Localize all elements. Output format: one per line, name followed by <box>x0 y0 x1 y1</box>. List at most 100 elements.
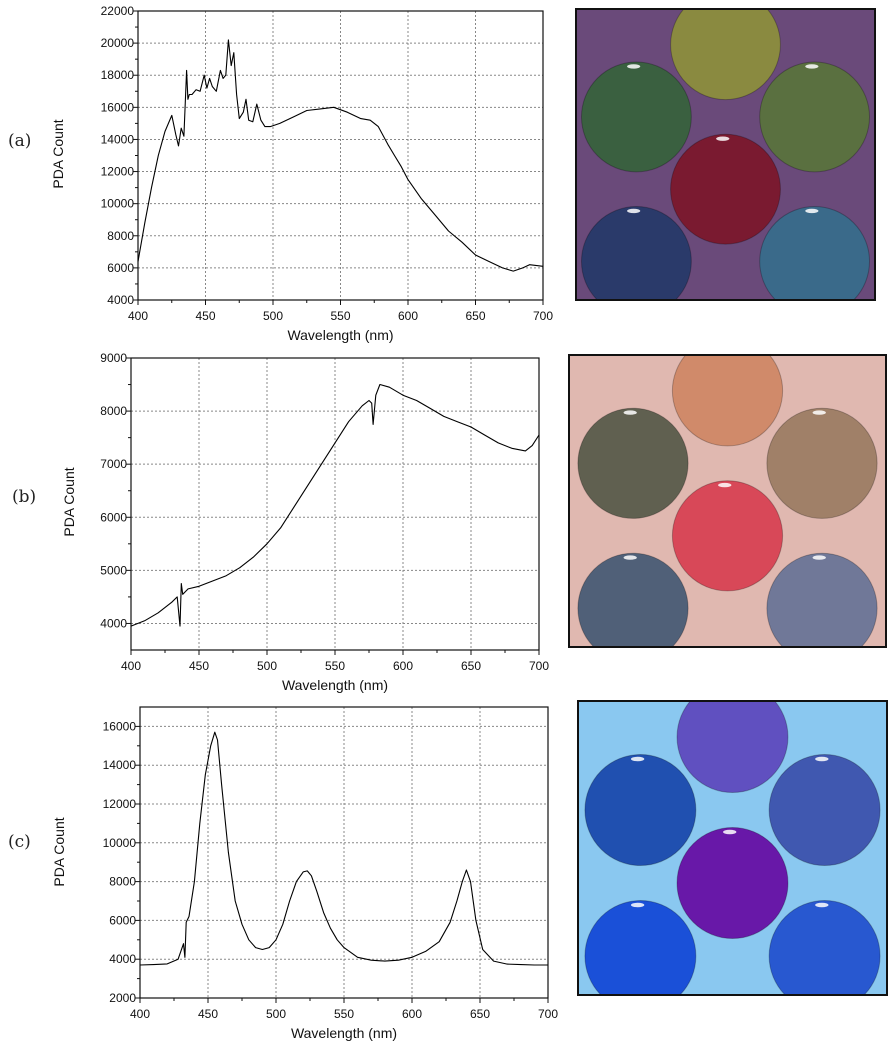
sample-disc <box>759 61 871 173</box>
panel-label-c: (c) <box>8 832 31 852</box>
x-tick-label: 450 <box>195 309 215 323</box>
disc-highlight <box>805 208 819 214</box>
y-tick-label: 4000 <box>109 952 136 966</box>
y-tick-label: 16000 <box>103 719 137 733</box>
y-tick-label: 9000 <box>100 351 127 365</box>
y-tick-label: 10000 <box>101 197 135 211</box>
x-tick-label: 650 <box>461 659 481 673</box>
x-axis-title: Wavelength (nm) <box>282 677 388 693</box>
sample-disc <box>584 900 697 994</box>
y-tick-label: 14000 <box>101 132 135 146</box>
disc-highlight <box>718 482 732 488</box>
spectrum-line <box>139 731 548 966</box>
chart-svg: 400 450 500 550 600 650 700 4000 6000 8000 10000 12… <box>50 4 553 343</box>
spectrum-chart-a: 400 450 500 550 600 650 700 4000 6000 8000 10000 12… <box>0 0 560 345</box>
disc-highlight <box>630 756 645 762</box>
sample-disc <box>577 552 689 646</box>
sample-disc <box>766 407 878 519</box>
sample-disc <box>577 407 689 519</box>
plot-frame <box>139 706 549 999</box>
disc-highlight <box>630 902 645 908</box>
y-tick-label: 6000 <box>100 510 127 524</box>
sample-disc <box>676 702 789 794</box>
y-axis-title: PDA Count <box>61 467 77 536</box>
photo-svg <box>577 10 874 299</box>
y-tick-label: 20000 <box>101 36 135 50</box>
disc-highlight <box>815 902 829 908</box>
sample-photo-a <box>575 8 876 301</box>
disc-highlight <box>627 208 641 214</box>
chart-svg: 400 450 500 550 600 650 700 4000 5000 6000 7000 800… <box>61 351 549 693</box>
x-tick-label: 500 <box>266 1007 286 1021</box>
y-tick-label: 10000 <box>103 836 137 850</box>
y-tick-label: 8000 <box>100 404 127 418</box>
y-tick-label: 6000 <box>107 261 134 275</box>
photo-svg <box>570 356 885 646</box>
y-tick-label: 16000 <box>101 100 135 114</box>
x-tick-label: 700 <box>538 1007 558 1021</box>
y-tick-label: 7000 <box>100 457 127 471</box>
sample-disc <box>671 480 784 592</box>
y-tick-label: 22000 <box>101 4 135 18</box>
x-tick-label: 450 <box>189 659 209 673</box>
disc-highlight <box>627 64 641 69</box>
disc-highlight <box>812 555 826 560</box>
panel-label-b: (b) <box>12 487 37 507</box>
sample-disc <box>766 552 878 646</box>
y-tick-label: 2000 <box>109 991 136 1005</box>
x-tick-label: 550 <box>330 309 350 323</box>
y-tick-label: 12000 <box>101 165 135 179</box>
spectrum-chart-c: 400 450 500 550 600 650 700 2000 4000 6000 8000 100… <box>0 700 560 1044</box>
x-axis-title: Wavelength (nm) <box>287 327 393 343</box>
disc-highlight <box>805 64 819 69</box>
x-tick-label: 400 <box>128 309 148 323</box>
x-tick-label: 600 <box>398 309 418 323</box>
x-tick-label: 600 <box>402 1007 422 1021</box>
y-tick-label: 14000 <box>103 758 137 772</box>
sample-disc <box>759 206 870 299</box>
sample-photo-b <box>568 354 887 648</box>
sample-photo-c <box>577 700 888 996</box>
sample-disc <box>768 754 881 867</box>
spectrum-chart-b: 400 450 500 550 600 650 700 4000 5000 6000 7000 800… <box>0 348 560 698</box>
sample-disc <box>676 827 789 940</box>
y-axis-title: PDA Count <box>50 119 66 188</box>
x-tick-label: 500 <box>263 309 283 323</box>
chart-svg: 400 450 500 550 600 650 700 2000 4000 6000 8000 100… <box>51 706 558 1041</box>
spectrum-line <box>137 39 544 272</box>
x-tick-label: 600 <box>393 659 413 673</box>
sample-disc <box>768 900 881 994</box>
disc-highlight <box>815 756 829 762</box>
x-tick-label: 550 <box>325 659 345 673</box>
disc-highlight <box>812 410 826 415</box>
y-tick-label: 4000 <box>107 293 134 307</box>
x-tick-label: 400 <box>121 659 141 673</box>
disc-highlight <box>723 829 737 835</box>
spectrum-line <box>130 383 540 627</box>
y-tick-label: 8000 <box>109 875 136 889</box>
disc-highlight <box>716 136 730 141</box>
x-tick-label: 650 <box>470 1007 490 1021</box>
sample-disc <box>671 356 784 447</box>
plot-frame <box>130 357 540 651</box>
x-axis-title: Wavelength (nm) <box>291 1025 397 1041</box>
sample-disc <box>670 10 781 101</box>
sample-disc <box>580 61 692 173</box>
y-tick-label: 4000 <box>100 616 127 630</box>
x-tick-label: 700 <box>529 659 549 673</box>
sample-disc <box>670 133 781 245</box>
y-tick-label: 12000 <box>103 797 137 811</box>
photo-svg <box>579 702 886 994</box>
disc-highlight <box>623 410 637 415</box>
x-tick-label: 650 <box>465 309 485 323</box>
y-tick-label: 8000 <box>107 229 134 243</box>
disc-highlight <box>623 555 637 560</box>
y-tick-label: 18000 <box>101 68 135 82</box>
x-tick-label: 400 <box>130 1007 150 1021</box>
x-tick-label: 700 <box>533 309 553 323</box>
sample-disc <box>584 754 697 867</box>
x-tick-label: 450 <box>198 1007 218 1021</box>
x-tick-label: 500 <box>257 659 277 673</box>
x-tick-label: 550 <box>334 1007 354 1021</box>
y-tick-label: 5000 <box>100 563 127 577</box>
